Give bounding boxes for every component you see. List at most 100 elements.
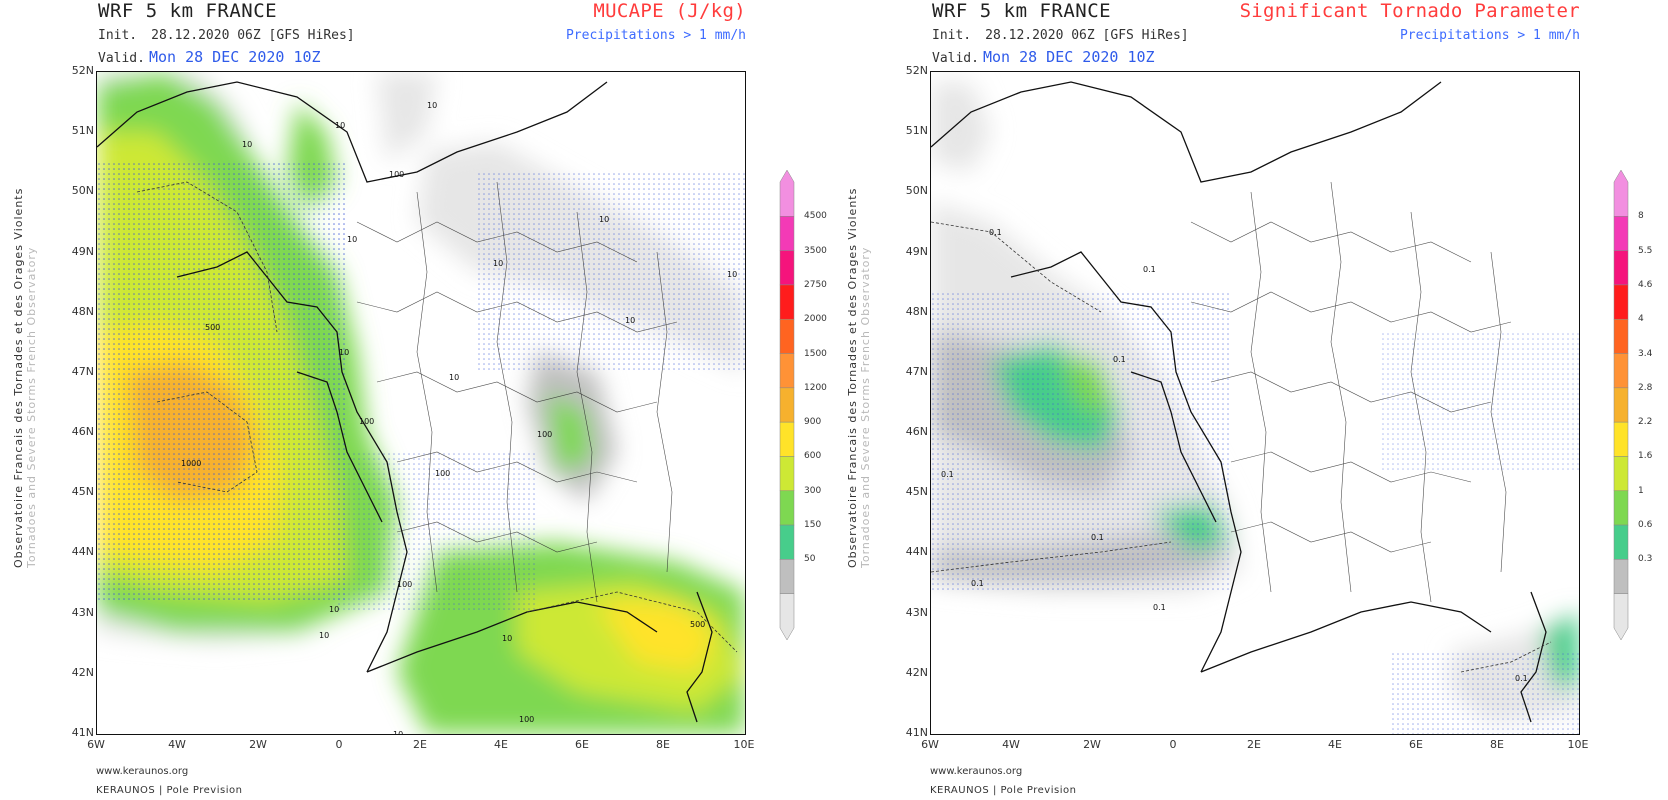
- model-title: WRF 5 km FRANCE: [98, 0, 278, 22]
- mucape-contours: [136, 181, 738, 653]
- stp-map-svg: 0.1 0.1 0.1 0.1 0.1 0.1 0.1 0.1: [931, 81, 1579, 734]
- legend-swatch: [1613, 524, 1629, 560]
- stp-contours: [931, 221, 1552, 673]
- longitude-label: 0: [1169, 738, 1177, 751]
- latitude-label: 50N: [905, 184, 928, 198]
- longitude-label: 2E: [413, 738, 427, 751]
- mucape-map: 10 10 10 100 10 500 1000 100 10 100 10 1…: [96, 71, 746, 735]
- legend-label: 1: [1638, 485, 1644, 496]
- legend-swatch: [1613, 284, 1629, 320]
- precip-dots: [931, 292, 1579, 734]
- contour-label: 10: [329, 605, 339, 614]
- contour-label: 1000: [181, 459, 201, 468]
- latitude-label: 42N: [905, 665, 928, 679]
- parameter-title: MUCAPE (J/kg): [593, 0, 746, 22]
- legend-swatch: [1613, 318, 1629, 354]
- side-label-english: Tornadoes and Severe Storms French Obser…: [859, 246, 872, 568]
- valid-value: Mon 28 DEC 2020 10Z: [982, 48, 1155, 66]
- latitude-label: 52N: [71, 64, 94, 77]
- legend-label: 2000: [804, 314, 827, 325]
- init-value: 28.12.2020 06Z [GFS HiRes]: [985, 28, 1189, 43]
- longitude-label: 10E: [1567, 738, 1589, 751]
- latitude-label: 51N: [905, 124, 928, 138]
- latitude-label: 48N: [71, 304, 94, 318]
- legend-label: 8: [1638, 211, 1644, 222]
- init-value: 28.12.2020 06Z [GFS HiRes]: [151, 28, 355, 43]
- valid-label: Valid.: [932, 51, 979, 66]
- longitude-label: 6W: [87, 738, 105, 751]
- legend-swatch: [779, 353, 795, 389]
- legend-swatch: [779, 284, 795, 320]
- longitude-label: 6W: [921, 738, 939, 751]
- contour-label: 0.1: [1143, 265, 1156, 274]
- legend-label: 600: [804, 451, 822, 462]
- department-borders: [356, 181, 678, 603]
- legend-label: 1500: [804, 348, 827, 359]
- contour-label: 0.1: [1153, 603, 1166, 612]
- valid-value: Mon 28 DEC 2020 10Z: [148, 48, 321, 66]
- legend-label: 300: [804, 485, 822, 496]
- legend-label: 4.6: [1638, 279, 1653, 290]
- contour-label: 0.1: [1113, 355, 1126, 364]
- valid-line: Valid. Mon 28 DEC 2020 10Z: [932, 48, 1155, 66]
- contour-label: 10: [449, 373, 459, 382]
- longitude-label: 10E: [733, 738, 755, 751]
- legend-label: 5.5: [1638, 245, 1653, 256]
- observatory-side-label: Observatoire Francais des Tornades et de…: [846, 0, 872, 568]
- contour-label: 10: [393, 730, 403, 734]
- coastlines: [931, 81, 1547, 723]
- mucape-panel: WRF 5 km FRANCE Init. 28.12.2020 06Z [GFS…: [12, 0, 827, 796]
- precip-note: Precipitations > 1 mm/h: [565, 28, 746, 43]
- legend-label: 3.4: [1638, 348, 1653, 359]
- model-title: WRF 5 km FRANCE: [932, 0, 1112, 22]
- init-label: Init.: [98, 28, 138, 43]
- legend-swatch: [1613, 593, 1629, 641]
- legend-bar: [779, 169, 795, 641]
- precip-dots: [97, 162, 745, 612]
- contour-label: 10: [599, 215, 609, 224]
- longitude-label: 4E: [1328, 738, 1342, 751]
- footer-brand: KERAUNOS | Pole Prevision: [96, 785, 243, 796]
- legend-swatch: [779, 250, 795, 286]
- latitude-label: 52N: [905, 64, 928, 77]
- stp-contour-labels: 0.1 0.1 0.1 0.1 0.1 0.1 0.1 0.1: [941, 228, 1528, 683]
- footer-brand: KERAUNOS | Pole Prevision: [930, 785, 1077, 796]
- legend-swatch: [779, 318, 795, 354]
- contour-label: 100: [359, 417, 374, 426]
- side-label-french: Observatoire Francais des Tornades et de…: [846, 187, 859, 568]
- legend-swatch: [779, 559, 795, 594]
- stp-map: 0.1 0.1 0.1 0.1 0.1 0.1 0.1 0.1: [930, 71, 1580, 735]
- precip-note: Precipitations > 1 mm/h: [1399, 28, 1580, 43]
- contour-label: 10: [242, 140, 252, 149]
- legend-label: 150: [804, 520, 822, 531]
- valid-line: Valid. Mon 28 DEC 2020 10Z: [98, 48, 321, 66]
- legend-swatch: [1613, 169, 1629, 217]
- longitude-label: 2W: [249, 738, 267, 751]
- valid-label: Valid.: [98, 51, 145, 66]
- legend-swatch: [1613, 490, 1629, 526]
- longitude-label: 8E: [1490, 738, 1504, 751]
- contour-label: 10: [502, 634, 512, 643]
- longitude-label: 2W: [1083, 738, 1101, 751]
- latitude-label: 51N: [71, 124, 94, 138]
- contour-label: 10: [339, 348, 349, 357]
- latitude-label: 48N: [905, 304, 928, 318]
- parameter-title: Significant Tornado Parameter: [1239, 0, 1580, 22]
- legend-swatch: [779, 169, 795, 217]
- longitude-label: 4W: [1002, 738, 1020, 751]
- latitude-label: 47N: [905, 364, 928, 378]
- mucape-contour-labels: 10 10 10 100 10 500 1000 100 10 100 10 1…: [181, 101, 737, 734]
- legend-label: 0.6: [1638, 520, 1653, 531]
- contour-label: 10: [493, 259, 503, 268]
- contour-label: 0.1: [1091, 533, 1104, 542]
- longitude-label: 4W: [168, 738, 186, 751]
- legend-swatch: [779, 593, 795, 641]
- legend-label: 900: [804, 417, 822, 428]
- longitude-label: 6E: [575, 738, 589, 751]
- legend-swatch: [1613, 250, 1629, 286]
- legend-swatch: [779, 524, 795, 560]
- latitude-label: 50N: [71, 184, 94, 198]
- legend-swatch: [779, 387, 795, 423]
- contour-label: 10: [427, 101, 437, 110]
- contour-label: 100: [435, 469, 450, 478]
